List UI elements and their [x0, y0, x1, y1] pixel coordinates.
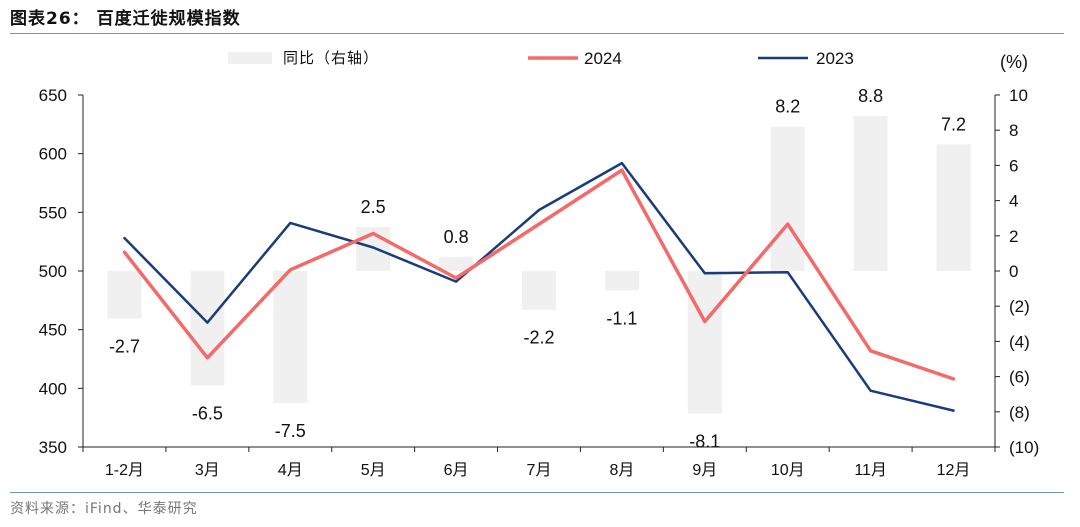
yoy-data-label: 7.2: [941, 114, 966, 134]
right-axis-unit: (%): [1000, 52, 1028, 72]
legend: 同比（右轴） 2024 2023: [228, 49, 854, 68]
right-tick-label: 4: [1009, 192, 1018, 211]
left-tick-label: 400: [39, 379, 67, 398]
right-tick-label: 6: [1009, 156, 1018, 175]
right-tick-label: 10: [1009, 86, 1028, 105]
x-tick-label: 6月: [444, 462, 469, 479]
right-tick-label: 0: [1009, 262, 1018, 281]
right-tick-label: (10): [1009, 438, 1039, 457]
right-tick-label: (4): [1009, 332, 1030, 351]
left-tick-label: 450: [39, 321, 67, 340]
bottom-rule: [10, 492, 1064, 493]
x-tick-label: 10月: [771, 462, 805, 479]
yoy-bar: [522, 271, 556, 310]
legend-label-yoy: 同比（右轴）: [283, 50, 379, 67]
top-rule: [10, 33, 1064, 34]
legend-swatch-yoy: [228, 52, 272, 64]
yoy-bar: [273, 271, 308, 403]
right-tick-label: (2): [1009, 297, 1030, 316]
right-tick-label: 8: [1009, 121, 1018, 140]
legend-label-2023: 2023: [816, 49, 854, 68]
yoy-data-label: 0.8: [444, 227, 469, 247]
x-tick-label: 4月: [278, 462, 303, 479]
source-note: 资料来源：iFind、华泰研究: [10, 501, 198, 517]
x-tick-label: 1-2月: [105, 462, 144, 479]
axes: 350 400 450 500 550 600 650 (10) (8) (6) (4) (2) 0 2 4…: [39, 52, 1040, 479]
yoy-data-label: 8.8: [858, 86, 883, 106]
yoy-bar: [687, 271, 722, 414]
left-tick-label: 600: [39, 145, 67, 164]
yoy-bar: [439, 256, 474, 271]
yoy-data-label: 2.5: [361, 197, 386, 217]
series-line-2024: [122, 168, 956, 381]
right-tick-label: 2: [1009, 227, 1018, 246]
yoy-bar: [853, 116, 888, 272]
x-tick-label: 11月: [854, 462, 887, 479]
left-tick-label: 550: [39, 203, 67, 222]
label-group: -2.7 -6.5 -7.5 2.5 0.8 -2.2 -1.1 -8.1 8.2 8.8 7.2: [109, 86, 966, 451]
series-line-2023: [123, 161, 955, 412]
right-tick-label: (8): [1009, 403, 1030, 422]
yoy-data-label: -2.7: [109, 337, 140, 357]
bar-group: [107, 116, 971, 414]
x-tick-label: 12月: [937, 462, 971, 479]
left-tick-label: 650: [39, 86, 67, 105]
x-tick-label: 9月: [692, 462, 717, 479]
legend-label-2024: 2024: [584, 49, 622, 68]
chart-title: 图表26： 百度迁徙规模指数: [10, 9, 241, 29]
x-tick-label: 8月: [609, 462, 634, 479]
yoy-data-label: -2.2: [523, 328, 554, 348]
yoy-data-label: -7.5: [275, 421, 306, 441]
yoy-bar: [107, 271, 142, 319]
x-tick-label: 5月: [361, 462, 386, 479]
yoy-data-label: -6.5: [192, 403, 223, 423]
yoy-bar: [604, 271, 639, 291]
left-tick-label: 500: [39, 262, 67, 281]
yoy-bar: [770, 126, 805, 272]
yoy-data-label: 8.2: [775, 97, 800, 117]
yoy-bar: [190, 271, 225, 386]
left-tick-label: 350: [39, 438, 67, 457]
x-tick-label: 7月: [527, 462, 552, 479]
yoy-data-label: -8.1: [689, 432, 720, 452]
yoy-bar: [936, 144, 971, 271]
yoy-data-label: -1.1: [606, 308, 637, 328]
line-group: [122, 161, 956, 412]
right-tick-label: (6): [1009, 368, 1030, 387]
x-tick-label: 3月: [195, 462, 220, 479]
